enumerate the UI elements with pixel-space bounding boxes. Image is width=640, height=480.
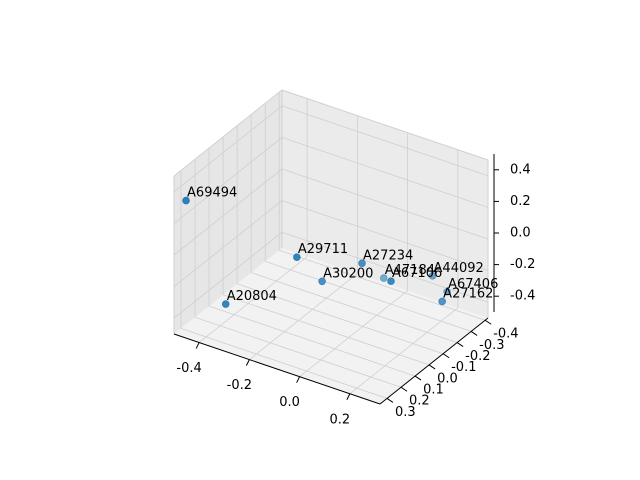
grid-line-z-side — [173, 200, 283, 287]
data-point — [379, 274, 388, 282]
point-label: A67106 — [392, 266, 442, 281]
grid-line-y-floor — [208, 305, 416, 377]
point-label: A27162 — [443, 286, 493, 301]
pane-edge — [173, 89, 283, 177]
grid-line-x-floor — [299, 290, 408, 377]
y-tick-label: -0.2 — [465, 349, 490, 364]
z-tick-label: 0.0 — [510, 226, 531, 241]
x-tick-label: 0.2 — [330, 412, 351, 427]
axes-grid — [173, 89, 489, 399]
y-tick-mark — [428, 364, 436, 370]
point-label: A20804 — [227, 289, 277, 304]
point-label: A67406 — [448, 277, 498, 292]
data-point — [443, 287, 451, 296]
data-points — [182, 196, 451, 308]
z-tick-label: -0.2 — [510, 257, 535, 272]
x-tick-mark — [245, 359, 250, 366]
x-tick-label: -0.4 — [176, 361, 201, 376]
y-axis-line — [379, 317, 489, 405]
point-label: A29711 — [298, 242, 348, 257]
data-point — [318, 277, 326, 286]
y-tick-mark — [456, 342, 464, 347]
y-tick-label: 0.1 — [423, 383, 444, 398]
y-tick-label: -0.3 — [479, 338, 504, 353]
y-tick-mark — [484, 319, 492, 325]
axis-ticks: -0.4-0.20.00.2-0.4-0.3-0.2-0.10.00.10.20… — [176, 162, 535, 427]
y-tick-label: 0.3 — [395, 405, 416, 420]
grid-line-z-side — [173, 105, 283, 193]
grid-line-y-floor — [194, 316, 402, 388]
data-point — [293, 253, 301, 261]
data-point — [221, 300, 230, 308]
x-tick-mark — [296, 376, 301, 383]
pane-floor — [174, 248, 488, 404]
point-label: A69494 — [187, 186, 237, 201]
data-point — [438, 297, 446, 306]
grid-line-x-floor — [198, 256, 308, 343]
x-tick-label: 0.0 — [279, 395, 300, 410]
grid-line-z-side — [173, 231, 283, 319]
pane-edge — [281, 89, 489, 161]
z-tick-label: 0.2 — [510, 194, 531, 209]
y-tick-mark — [400, 386, 408, 392]
grid-line-z-side — [173, 137, 283, 224]
z-tick-label: -0.4 — [510, 289, 535, 304]
x-tick-mark — [346, 393, 351, 400]
grid-line-z-back — [281, 105, 489, 177]
point-label: A47184 — [385, 263, 435, 278]
x-axis-line — [173, 333, 381, 405]
data-point — [428, 272, 437, 280]
y-tick-label: -0.4 — [493, 327, 518, 342]
z-tick-label: 0.4 — [510, 162, 531, 177]
grid-line-z-back — [281, 231, 489, 303]
y-tick-label: 0.2 — [409, 394, 430, 409]
grid-line-y-floor — [251, 272, 458, 343]
y-tick-mark — [442, 353, 450, 359]
grid-line-z-back — [281, 200, 489, 271]
grid-line-z-side — [173, 168, 283, 256]
y-tick-label: -0.1 — [451, 360, 476, 375]
grid-line-y-floor — [279, 249, 486, 321]
data-point — [182, 196, 190, 205]
grid-line-z-back — [281, 168, 489, 240]
grid-line-x-floor — [249, 273, 358, 360]
y-tick-label: 0.0 — [437, 371, 458, 386]
y-tick-mark — [386, 397, 394, 403]
point-label: A44092 — [434, 261, 484, 276]
data-point — [387, 277, 395, 285]
data-point — [358, 259, 366, 268]
grid-line-z-back — [281, 137, 489, 208]
y-tick-mark — [470, 330, 478, 336]
grid-line-y-floor — [180, 328, 388, 399]
grid-line-y-floor — [265, 261, 472, 332]
grid-line-y-floor — [236, 283, 444, 355]
grid-line-y-floor — [222, 294, 430, 366]
grid-line-x-floor — [349, 307, 459, 395]
point-label: A30200 — [323, 266, 373, 281]
x-tick-label: -0.2 — [227, 378, 252, 393]
y-tick-mark — [414, 375, 422, 381]
x-tick-mark — [195, 342, 200, 349]
point-label: A27234 — [363, 248, 413, 263]
